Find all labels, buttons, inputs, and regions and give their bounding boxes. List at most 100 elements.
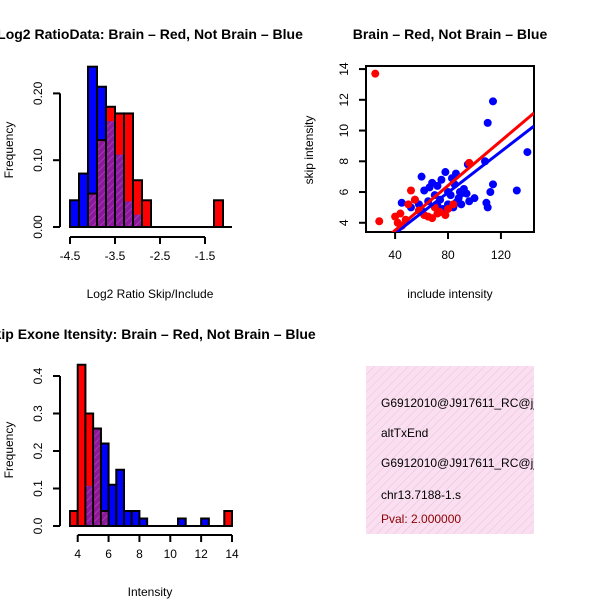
scatter-point-not-brain <box>512 186 521 195</box>
scatter-point-brain <box>375 217 384 226</box>
ratio-bar-overlap <box>116 154 123 227</box>
scatter-x-tick-label: 120 <box>491 248 511 262</box>
scatter-y-tick-label: 6 <box>337 188 351 195</box>
scatter-point-brain <box>441 211 450 220</box>
ratio-bar-overlap <box>107 121 114 227</box>
scatter-point-not-brain <box>486 188 495 197</box>
intensity-bars <box>69 363 234 527</box>
info-line-probe: G6912010@J917611_RC@j_at <box>381 396 551 410</box>
scatter-point-not-brain <box>488 180 497 189</box>
scatter-point-brain <box>433 209 442 218</box>
scatter-y-tick-label: 8 <box>337 158 351 165</box>
scatter-point-brain <box>404 200 413 209</box>
scatter-point-not-brain <box>417 172 426 181</box>
ratio-ylabel: Frequency <box>2 122 16 179</box>
scatter-point-brain <box>396 209 405 218</box>
intensity-bar-overlap <box>86 485 93 526</box>
scatter-point-not-brain <box>433 181 442 190</box>
scatter-point-not-brain <box>462 189 471 198</box>
scatter-point-not-brain <box>441 168 450 177</box>
ratio-x-tick-label: -3.5 <box>105 249 126 263</box>
scatter-point-brain <box>428 214 437 223</box>
scatter-fit-line-not-brain <box>394 124 534 232</box>
ratio-bar-overlap <box>134 214 141 227</box>
ratio-y-tick-label: 0.00 <box>31 215 45 239</box>
ratio-bars <box>69 65 224 229</box>
intensity-histogram-panel: Skip Exone Itensity: Brain – Red, Not Br… <box>0 326 316 599</box>
scatter-point-not-brain <box>483 203 492 212</box>
ratio-bar-overlap <box>98 141 105 227</box>
scatter-point-not-brain <box>397 198 406 207</box>
ratio-y-tick-label: 0.10 <box>31 148 45 172</box>
scatter-title: Brain – Red, Not Brain – Blue <box>353 26 548 42</box>
intensity-bar-brain <box>76 363 87 527</box>
ratio-xlabel: Log2 Ratio Skip/Include <box>87 287 214 301</box>
scatter-y-tick-label: 4 <box>337 219 351 226</box>
intensity-axes: 4 6 8 10 12 14 0.0 0.1 0.2 0.3 0.4 <box>31 367 239 561</box>
scatter-point-brain <box>406 186 415 195</box>
intensity-y-tick-label: 0.1 <box>31 480 45 497</box>
intensity-bar-not-brain <box>177 517 187 527</box>
intensity-x-tick-label: 14 <box>225 547 239 561</box>
intensity-x-tick-label: 6 <box>105 547 112 561</box>
scatter-fit-line-brain <box>390 111 534 232</box>
scatter-marks <box>371 69 534 232</box>
intensity-bar-not-brain <box>130 510 141 527</box>
ratio-axes: -4.5 -3.5 -2.5 -1.5 0.00 0.10 0.20 <box>31 81 232 263</box>
intensity-bar-not-brain <box>123 510 133 527</box>
ratio-bar-not-brain <box>78 172 89 228</box>
intensity-bar-brain <box>223 510 234 527</box>
ratio-bar-brain <box>141 199 152 228</box>
ratio-y-tick-label: 0.20 <box>31 81 45 105</box>
ratio-x-tick-label: -4.5 <box>60 249 81 263</box>
intensity-xlabel: Intensity <box>128 585 173 599</box>
intensity-y-tick-label: 0.0 <box>31 517 45 534</box>
intensity-y-tick-label: 0.2 <box>31 442 45 459</box>
ratio-histogram-title: Log2 RatioData: Brain – Red, Not Brain –… <box>0 26 303 42</box>
scatter-y-tick-label: 12 <box>337 93 351 107</box>
scatter-point-not-brain <box>523 148 532 157</box>
scatter-point-not-brain <box>470 194 479 203</box>
intensity-bar-not-brain <box>107 483 118 527</box>
scatter-axes: 40 80 120 4 6 8 10 12 14 <box>337 62 511 262</box>
scatter-y-tick-label: 10 <box>337 124 351 138</box>
info-line-event-type: altTxEnd <box>381 426 428 440</box>
scatter-panel: Brain – Red, Not Brain – Blue 40 80 120 4 6 8… <box>302 26 547 301</box>
ratio-histogram-panel: Log2 RatioData: Brain – Red, Not Brain –… <box>0 26 303 301</box>
intensity-y-tick-label: 0.3 <box>31 405 45 422</box>
info-background <box>366 366 534 534</box>
intensity-x-tick-label: 12 <box>194 547 208 561</box>
intensity-x-tick-label: 8 <box>136 547 143 561</box>
info-line-location: chr13.7188-1.s <box>381 488 461 502</box>
scatter-point-not-brain <box>488 97 497 106</box>
scatter-point-brain <box>444 204 453 213</box>
info-pval: Pval: 2.000000 <box>381 512 461 526</box>
intensity-bar-overlap <box>101 512 108 526</box>
ratio-bar-brain <box>213 199 224 228</box>
ratio-x-tick-label: -1.5 <box>195 249 216 263</box>
scatter-point-not-brain <box>457 200 466 209</box>
scatter-point-brain <box>371 69 380 78</box>
scatter-point-brain <box>410 195 419 204</box>
info-box: G6912010@J917611_RC@j_at altTxEnd G69120… <box>366 366 551 534</box>
intensity-x-tick-label: 10 <box>164 547 178 561</box>
scatter-point-not-brain <box>455 188 464 197</box>
info-panel: G6912010@J917611_RC@j_at altTxEnd G69120… <box>366 366 551 534</box>
intensity-ylabel: Frequency <box>2 422 16 479</box>
scatter-x-tick-label: 80 <box>441 248 455 262</box>
ratio-bar-not-brain <box>69 199 80 228</box>
scatter-point-not-brain <box>483 118 492 127</box>
intensity-x-tick-label: 4 <box>74 547 81 561</box>
scatter-point-brain <box>449 200 458 209</box>
intensity-histogram-title: Skip Exone Itensity: Brain – Red, Not Br… <box>0 326 316 342</box>
scatter-point-not-brain <box>425 183 434 192</box>
scatter-frame <box>365 65 535 233</box>
intensity-bar-brain <box>69 510 79 527</box>
scatter-y-tick-label: 14 <box>337 62 351 76</box>
ratio-bar-overlap <box>125 201 132 227</box>
ratio-bar-overlap <box>89 194 96 227</box>
info-line-probe-2: G6912010@J917611_RC@j_at <box>381 456 551 470</box>
intensity-bar-not-brain <box>200 517 210 527</box>
ratio-x-tick-label: -2.5 <box>150 249 171 263</box>
